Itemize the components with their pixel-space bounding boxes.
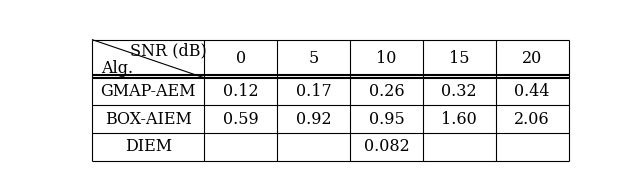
Text: 0.92: 0.92 [296,111,332,128]
Text: DIEM: DIEM [125,138,172,155]
Text: 0.12: 0.12 [223,83,259,100]
Text: Alg.: Alg. [101,60,133,77]
Text: SNR (dB): SNR (dB) [130,42,207,59]
Text: 5: 5 [308,50,319,67]
Text: GMAP-AEM: GMAP-AEM [100,83,196,100]
Text: 0: 0 [236,50,246,67]
Text: 10: 10 [376,50,397,67]
Text: 0.32: 0.32 [442,83,477,100]
Text: 2.06: 2.06 [515,111,550,128]
Text: 0.44: 0.44 [515,83,550,100]
Text: 0.95: 0.95 [369,111,404,128]
Text: 0.17: 0.17 [296,83,332,100]
Text: 15: 15 [449,50,470,67]
Text: 0.26: 0.26 [369,83,404,100]
Text: 20: 20 [522,50,542,67]
Text: 0.082: 0.082 [364,138,410,155]
Text: BOX-AIEM: BOX-AIEM [105,111,192,128]
Text: 0.59: 0.59 [223,111,259,128]
Text: 1.60: 1.60 [442,111,477,128]
